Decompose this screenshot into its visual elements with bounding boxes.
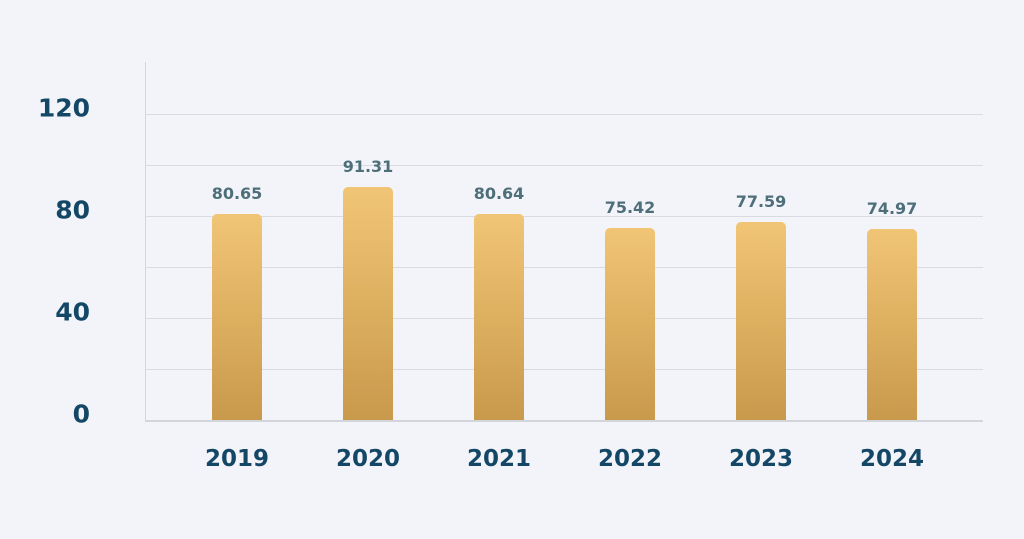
gridline bbox=[145, 267, 983, 268]
y-tick-label: 120 bbox=[37, 93, 90, 123]
x-tick-label: 2022 bbox=[597, 446, 662, 472]
gridline bbox=[145, 369, 983, 370]
value-label: 77.59 bbox=[735, 192, 787, 212]
value-label: 80.65 bbox=[211, 184, 263, 204]
value-label: 74.97 bbox=[866, 198, 918, 218]
x-tick-label: 2023 bbox=[728, 446, 793, 472]
bar-2022 bbox=[605, 227, 655, 420]
gridline bbox=[145, 165, 983, 166]
y-tick-label: 80 bbox=[55, 195, 90, 225]
bar-2020 bbox=[343, 187, 393, 420]
y-axis-line bbox=[145, 62, 146, 420]
x-tick-label: 2021 bbox=[466, 446, 531, 472]
value-label: 91.31 bbox=[342, 157, 394, 177]
value-label: 80.64 bbox=[473, 184, 525, 204]
y-tick-label: 40 bbox=[55, 297, 90, 327]
bar-2024 bbox=[867, 228, 917, 420]
gridline bbox=[145, 114, 983, 115]
bar-2023 bbox=[736, 222, 786, 420]
x-tick-label: 2019 bbox=[204, 446, 269, 472]
y-tick-label: 0 bbox=[72, 399, 90, 429]
gridline bbox=[145, 216, 983, 217]
gridline bbox=[145, 420, 983, 422]
x-tick-label: 2024 bbox=[859, 446, 924, 472]
x-tick-label: 2020 bbox=[335, 446, 400, 472]
bar-2021 bbox=[474, 214, 524, 420]
gridline bbox=[145, 318, 983, 319]
value-label: 75.42 bbox=[604, 197, 656, 217]
bar-2019 bbox=[212, 214, 262, 420]
